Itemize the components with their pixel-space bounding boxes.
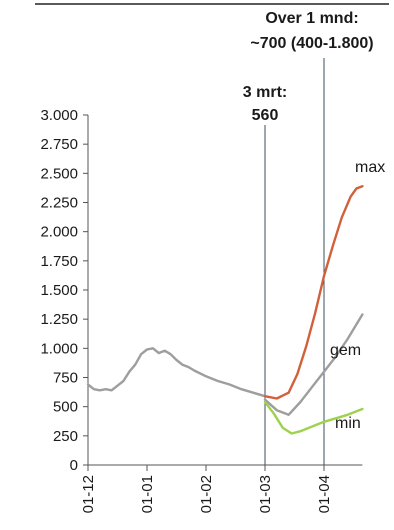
marker-label-line1: 3 mrt: xyxy=(243,84,287,101)
series-label-gem: gem xyxy=(330,342,361,359)
marker-label-line2: 560 xyxy=(252,107,279,124)
series-line-max xyxy=(263,184,364,400)
x-tick-label: 01-12 xyxy=(80,475,97,513)
x-tick-label: 01-02 xyxy=(198,475,215,513)
y-tick-label: 1.000 xyxy=(40,340,78,357)
series-line-min xyxy=(263,400,364,435)
y-tick-label: 500 xyxy=(53,399,78,416)
y-tick-label: 250 xyxy=(53,428,78,445)
marker-label-line1: Over 1 mnd: xyxy=(265,10,358,27)
x-tick-label: 01-01 xyxy=(139,475,156,513)
y-tick-label: 2.000 xyxy=(40,224,78,241)
y-tick-label: 1.500 xyxy=(40,282,78,299)
y-tick-label: 2.500 xyxy=(40,165,78,182)
y-tick-label: 750 xyxy=(53,370,78,387)
marker-label-line2: ~700 (400-1.800) xyxy=(250,35,373,52)
y-tick-label: 0 xyxy=(70,457,78,474)
x-tick-label: 01-03 xyxy=(257,475,274,513)
y-tick-label: 3.000 xyxy=(40,107,78,124)
series-line-history xyxy=(86,347,267,398)
y-tick-label: 2.250 xyxy=(40,195,78,212)
y-tick-label: 1.250 xyxy=(40,311,78,328)
series-label-min: min xyxy=(335,415,361,432)
y-tick-label: 1.750 xyxy=(40,253,78,270)
series-line-gem xyxy=(263,313,364,416)
x-tick-label: 01-04 xyxy=(316,475,333,513)
series-label-max: max xyxy=(355,159,385,176)
y-tick-label: 2.750 xyxy=(40,136,78,153)
